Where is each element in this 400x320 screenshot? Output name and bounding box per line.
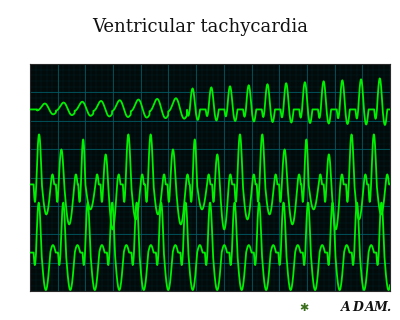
Text: A: A xyxy=(341,301,351,314)
Text: M.: M. xyxy=(373,301,391,314)
Text: ✱: ✱ xyxy=(299,303,309,313)
Text: Ventricular tachycardia: Ventricular tachycardia xyxy=(92,18,308,36)
Text: D: D xyxy=(352,301,364,314)
Text: A: A xyxy=(365,301,375,314)
